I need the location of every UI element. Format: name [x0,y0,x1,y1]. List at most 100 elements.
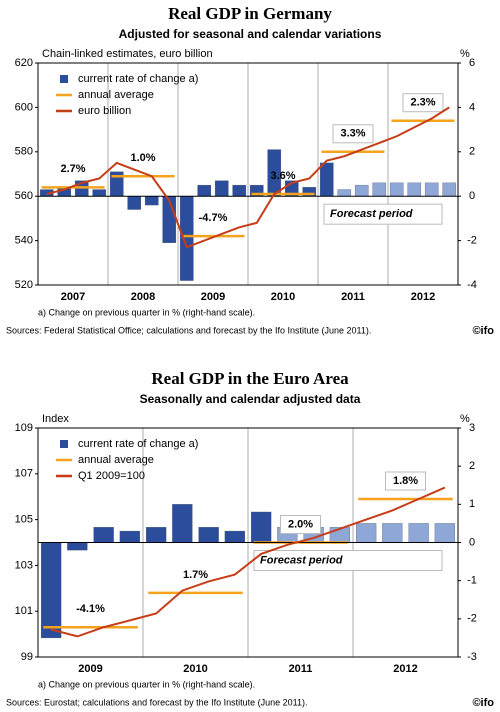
bar [382,523,403,543]
y2-tick-label: -3 [467,651,477,663]
y-tick-label: 101 [15,605,33,617]
bar [442,182,457,197]
chart-title: Real GDP in Germany [168,4,332,23]
x-tick-label: 2009 [78,663,102,675]
y-axis-label: Index [42,413,69,425]
y-tick-label: 560 [15,190,33,202]
y-tick-label: 580 [15,146,33,158]
plot-frame [37,427,459,658]
y-tick-label: 103 [15,559,33,571]
x-tick-label: 2011 [341,291,365,303]
y2-tick-label: 2 [469,146,475,158]
bar [372,182,387,197]
bar [93,527,114,543]
bar [41,542,62,639]
y-tick-label: 600 [15,101,33,113]
y-tick-label: 620 [15,57,33,69]
y-axis-label: Chain-linked estimates, euro billion [42,48,213,60]
annotation-box [280,515,321,534]
y-tick-label: 109 [15,422,33,434]
y2-tick-label: 6 [469,57,475,69]
source: Sources: Federal Statistical Office; cal… [6,325,371,335]
chart-title: Real GDP in the Euro Area [151,369,349,388]
bar [355,523,377,543]
y-tick-label: 107 [15,468,33,480]
bar [354,184,369,197]
plot-frame [37,62,459,286]
bar [198,527,219,543]
y2-axis-label: % [460,48,470,60]
x-tick-label: 2008 [131,291,155,303]
annotation-box [332,124,374,144]
annotation: 1.0% [130,152,155,164]
legend-label: euro billion [78,105,131,117]
bar [337,189,352,197]
forecast-box [323,203,443,225]
annotation-box [385,471,426,491]
x-tick-label: 2007 [61,291,85,303]
annotation: 1.7% [183,569,208,581]
bar [389,182,404,197]
annotation: -4.1% [76,603,105,615]
legend-label: annual average [78,89,154,101]
x-tick-label: 2009 [201,291,225,303]
annotation: -4.7% [199,212,228,224]
annotation: 2.0% [288,518,313,530]
footnote: a) Change on previous quarter in % (righ… [38,679,255,689]
bar [172,504,193,543]
y-tick-label: 520 [15,279,33,291]
x-tick-label: 2012 [393,663,417,675]
bar [119,530,141,543]
y2-tick-label: -4 [467,279,477,291]
y2-tick-label: -2 [467,235,477,247]
y2-tick-label: -1 [467,575,477,587]
logo: ©ifo [472,325,494,337]
forecast-label: Forecast period [330,208,413,220]
bar [67,542,88,551]
x-tick-label: 2010 [183,663,207,675]
bar [224,530,245,543]
y2-tick-label: 0 [469,536,475,548]
legend-label: Q1 2009=100 [78,470,145,482]
bar [197,184,212,197]
bar [145,527,167,543]
bar [424,182,439,197]
legend-swatch [60,440,68,448]
y2-tick-label: 4 [469,101,475,113]
annotation-box [402,93,444,113]
legend-swatch [60,75,68,83]
y2-tick-label: 3 [469,422,475,434]
footnote: a) Change on previous quarter in % (righ… [38,307,255,317]
y2-axis-label: % [460,413,470,425]
annotation: 3.6% [270,170,295,182]
y2-tick-label: 2 [469,460,475,472]
bar [127,196,142,210]
annotation: 2.3% [410,97,435,109]
bar [232,184,247,197]
y-tick-label: 99 [21,651,33,663]
annotation: 3.3% [340,128,365,140]
source: Sources: Eurostat; calculations and fore… [6,697,308,707]
bar [319,162,334,197]
bar [144,196,159,206]
chart-subtitle: Seasonally and calendar adjusted data [140,392,361,406]
x-tick-label: 2012 [411,291,435,303]
logo: ©ifo [472,697,494,709]
bar [407,182,422,197]
legend-label: annual average [78,454,154,466]
y-tick-label: 105 [15,514,33,526]
y-tick-label: 540 [15,235,33,247]
annotation: 1.8% [393,475,418,487]
line [50,486,446,638]
bar [434,523,455,543]
line [46,106,450,249]
bar [92,189,107,197]
y2-tick-label: 1 [469,498,475,510]
y2-tick-label: 0 [469,190,475,202]
legend-label: current rate of change a) [78,438,198,450]
forecast-label: Forecast period [260,554,343,566]
x-tick-label: 2010 [271,291,295,303]
y2-tick-label: -2 [467,613,477,625]
bar [214,180,229,197]
